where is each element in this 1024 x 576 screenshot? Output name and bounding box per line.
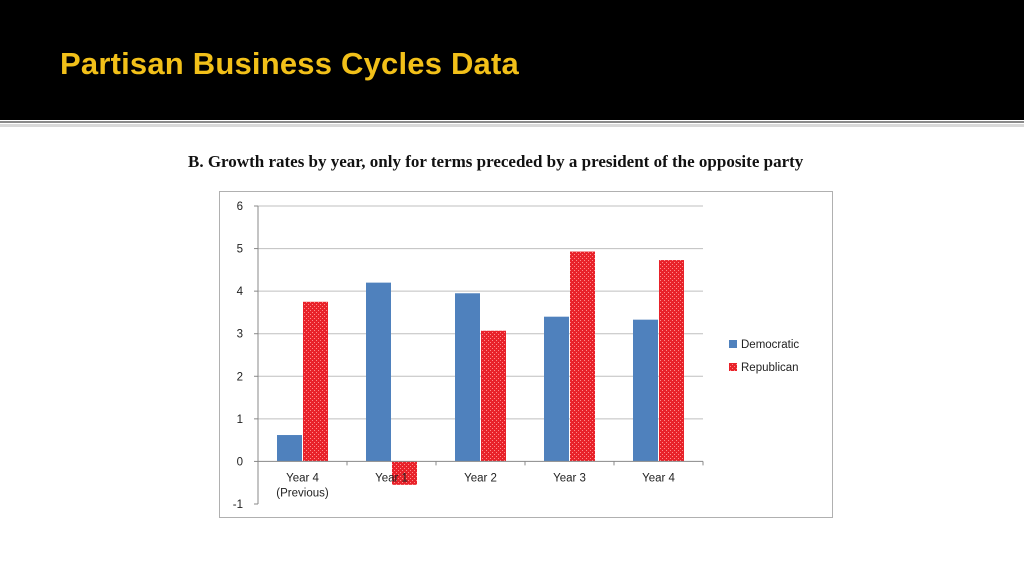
y-tick-label: -1 [233, 499, 243, 511]
democratic-legend-label: Democratic [741, 339, 799, 351]
y-tick-label: 1 [237, 414, 243, 426]
x-category-label: Year 4 [286, 472, 319, 484]
header-divider-shadow [0, 124, 1024, 127]
democratic-bar [544, 316, 569, 462]
slide-title: Partisan Business Cycles Data [60, 46, 519, 81]
republican-bar [481, 330, 506, 462]
republican-bar [659, 260, 684, 462]
y-tick-label: 4 [237, 286, 244, 298]
chart-title: B. Growth rates by year, only for terms … [188, 152, 804, 171]
x-category-label: Year 3 [553, 472, 586, 484]
x-category-label: (Previous) [276, 487, 329, 499]
republican-legend-swatch [729, 363, 737, 371]
democratic-bar [633, 319, 658, 462]
republican-bar [392, 461, 417, 485]
y-tick-label: 5 [237, 244, 243, 256]
header-divider [0, 121, 1024, 123]
y-tick-label: 2 [237, 371, 243, 383]
republican-legend-label: Republican [741, 362, 799, 374]
slide-header: Partisan Business Cycles Data [0, 0, 1024, 120]
democratic-bar [455, 293, 480, 462]
democratic-legend-swatch [729, 340, 737, 348]
y-tick-label: 6 [237, 201, 243, 213]
x-category-label: Year 2 [464, 472, 497, 484]
y-tick-label: 3 [237, 329, 243, 341]
x-category-label: Year 4 [642, 472, 675, 484]
democratic-bar [366, 282, 391, 462]
republican-bar [570, 251, 595, 462]
democratic-bar [277, 435, 302, 462]
y-tick-label: 0 [237, 456, 243, 468]
republican-bar [303, 301, 328, 462]
x-category-label: Year 1 [375, 472, 408, 484]
